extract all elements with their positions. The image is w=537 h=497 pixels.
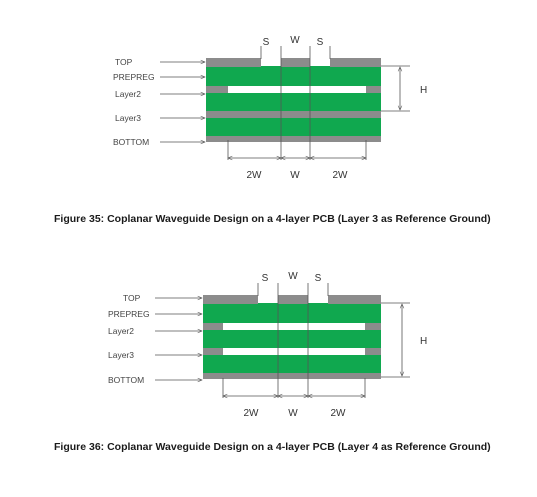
label-s-right: S bbox=[317, 37, 324, 48]
label-2w-left: 2W bbox=[247, 170, 263, 181]
layer-label-top: TOP bbox=[115, 57, 133, 67]
layer-label-arrows bbox=[155, 298, 202, 380]
layer2-copper-right bbox=[365, 323, 381, 330]
layer-label-layer3: Layer3 bbox=[115, 113, 141, 123]
top-ground-left bbox=[203, 295, 258, 304]
label-w-top: W bbox=[288, 271, 298, 282]
pcb-stackup bbox=[203, 295, 381, 379]
layer3-copper-right bbox=[365, 348, 381, 355]
layer3-cutout bbox=[223, 348, 365, 355]
layer2-copper-left bbox=[206, 86, 228, 93]
dimension-guides bbox=[223, 283, 410, 398]
layer-label-bottom: BOTTOM bbox=[113, 137, 149, 147]
layer-label-bottom: BOTTOM bbox=[108, 375, 144, 385]
label-s-right: S bbox=[315, 273, 322, 284]
label-2w-right: 2W bbox=[331, 408, 347, 419]
label-h: H bbox=[420, 336, 427, 347]
layer-label-top: TOP bbox=[123, 293, 141, 303]
layer2-copper-right bbox=[366, 86, 381, 93]
dimension-guides bbox=[228, 46, 410, 160]
label-w-bottom: W bbox=[288, 408, 298, 419]
bottom-ground-plane bbox=[203, 373, 381, 379]
top-ground-left bbox=[206, 58, 261, 67]
layer2-cutout bbox=[228, 86, 366, 93]
label-w-top: W bbox=[290, 35, 300, 46]
layer2-cutout bbox=[223, 323, 365, 330]
label-w-bottom: W bbox=[290, 170, 300, 181]
layer2-copper-left bbox=[203, 323, 223, 330]
layer-label-prepreg: PREPREG bbox=[113, 72, 155, 82]
layer-label-layer2: Layer2 bbox=[108, 326, 134, 336]
layer-label-prepreg: PREPREG bbox=[108, 309, 150, 319]
layer-label-arrows bbox=[160, 62, 205, 142]
top-ground-right bbox=[330, 58, 381, 67]
layer3-ground-plane bbox=[206, 111, 381, 118]
dielectric-board bbox=[203, 303, 381, 379]
pcb-stackup bbox=[206, 58, 381, 142]
layer3-copper-left bbox=[203, 348, 223, 355]
label-s-left: S bbox=[263, 37, 270, 48]
label-s-left: S bbox=[262, 273, 269, 284]
top-signal-trace bbox=[278, 295, 308, 304]
figure-35-diagram: S W S H 2W W 2W TOP PREPREG Layer2 Layer… bbox=[113, 35, 427, 181]
figure-35-caption: Figure 35: Coplanar Waveguide Design on … bbox=[54, 213, 491, 225]
dielectric-board bbox=[206, 66, 381, 142]
bottom-copper bbox=[206, 136, 381, 142]
layer-label-layer2: Layer2 bbox=[115, 89, 141, 99]
layer-label-layer3: Layer3 bbox=[108, 350, 134, 360]
label-2w-right: 2W bbox=[333, 170, 349, 181]
top-ground-right bbox=[328, 295, 381, 304]
top-signal-trace bbox=[281, 58, 310, 67]
figure-36-diagram: S W S H 2W W 2W TOP PREPREG Layer2 Layer… bbox=[108, 271, 427, 419]
label-h: H bbox=[420, 85, 427, 96]
figure-36-caption: Figure 36: Coplanar Waveguide Design on … bbox=[54, 441, 491, 453]
label-2w-left: 2W bbox=[244, 408, 260, 419]
